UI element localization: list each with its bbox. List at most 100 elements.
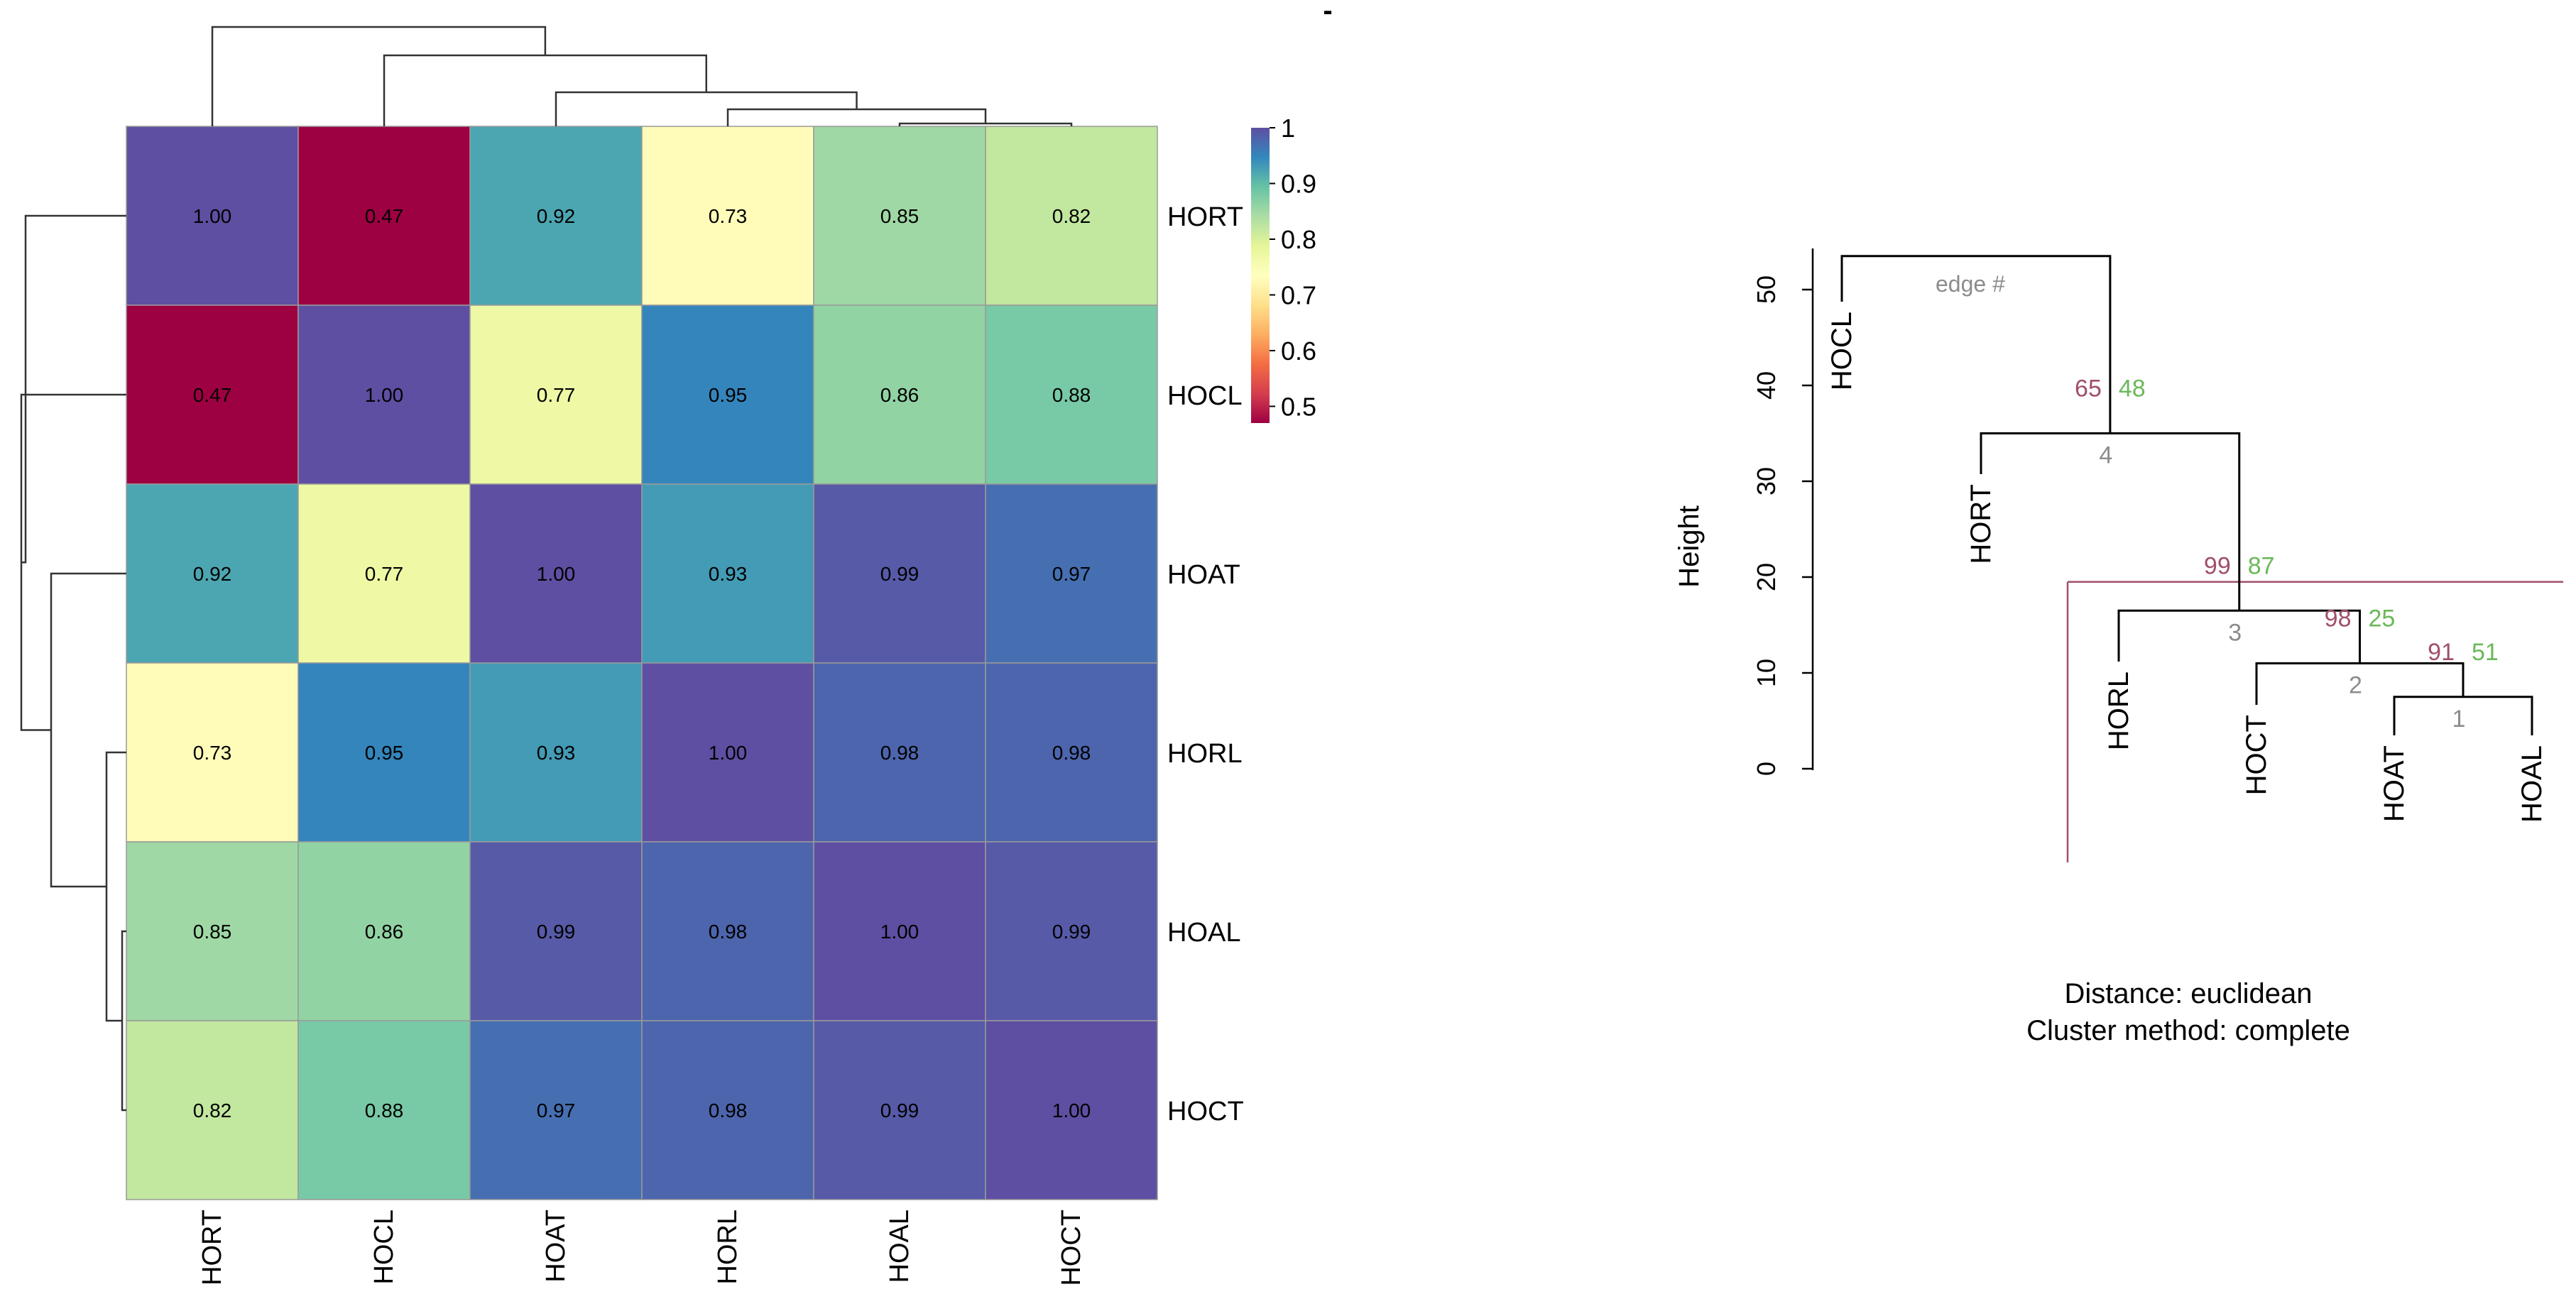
dendrogram-y-tick-label: 50 (1752, 275, 1781, 304)
heatmap-value-label: 0.86 (365, 921, 404, 943)
heatmap-panel: 1.00 0.47 0.92 0.73 0.85 0.82 0.47 1.00 0.77 0.95… (20, 0, 1333, 1286)
dendrogram-leaf-labels: HOCL HORT HORL HOCT HOAT HOAL (1826, 312, 2548, 823)
dendrogram-y-tick-label: 40 (1752, 371, 1781, 400)
heatmap-cell (641, 126, 814, 306)
bp-value-label: 51 (2472, 639, 2499, 666)
colorbar: 0.5 0.6 0.7 0.8 0.9 1 (1251, 114, 1316, 423)
colorbar-tick-label: 0.9 (1281, 169, 1316, 198)
dendrogram-leaf-label: HOCT (2241, 715, 2272, 795)
bp-value-label: 48 (2119, 375, 2146, 402)
heatmap-cell (985, 841, 1158, 1021)
heatmap-cell (298, 305, 471, 485)
heatmap-cell (298, 662, 471, 843)
heatmap-cell (126, 305, 299, 485)
dendrogram-leaf-label: HORL (2103, 671, 2134, 750)
heatmap-cell (813, 483, 986, 664)
heatmap-value-label: 0.86 (880, 384, 919, 406)
dendrogram-y-tick-label: 10 (1752, 659, 1781, 687)
dendrogram-annotations: 91 51 1 98 25 2 99 87 3 65 48 4 edge # (1936, 271, 2499, 733)
heatmap-row-labels: HORT HOCL HOAT HORL HOAL HOCT (1167, 202, 1244, 1126)
heatmap-value-label: 0.77 (365, 563, 404, 585)
heatmap-cell (298, 483, 471, 664)
dendrogram-leaf-label: HORT (1965, 484, 1997, 564)
dendrogram-leaf-label: HOAT (2379, 745, 2410, 822)
column-dendrogram-link (383, 54, 707, 126)
heatmap-value-label: 0.73 (709, 205, 748, 227)
heatmap-column-label: HOAL (885, 1210, 915, 1283)
heatmap-value-label: 0.99 (537, 921, 576, 943)
heatmap-value-labels: 1.00 0.47 0.92 0.73 0.85 0.82 0.47 1.00 0.77 0.95… (193, 205, 1091, 1122)
edge-number-label: 3 (2228, 619, 2242, 646)
heatmap-value-label: 0.98 (709, 921, 748, 943)
dendrogram-y-axis-label: Height (1674, 505, 1705, 588)
heatmap-value-label: 0.93 (709, 563, 748, 585)
edge-number-label: 2 (2349, 672, 2362, 699)
row-dendrogram-link (20, 393, 126, 731)
heatmap-cell (126, 126, 299, 306)
row-dendrogram (20, 214, 126, 1112)
heatmap-cell (298, 126, 471, 306)
heatmap-row-label: HOCT (1167, 1097, 1244, 1126)
heatmap-value-label: 0.88 (1052, 384, 1091, 406)
heatmap-value-label: 1.00 (1052, 1100, 1091, 1122)
heatmap-value-label: 0.77 (537, 384, 576, 406)
edge-number-label: 1 (2452, 706, 2466, 733)
heatmap-cell (641, 662, 814, 843)
heatmap-value-label: 0.85 (880, 205, 919, 227)
colorbar-tick-label: 0.7 (1281, 280, 1316, 309)
heatmap-cell (985, 126, 1158, 306)
heatmap-cell (298, 841, 471, 1021)
heatmap-value-label: 0.98 (1052, 742, 1091, 764)
dendrogram-leaf-label: HOAL (2516, 745, 2548, 823)
au-pvalue-label: 98 (2325, 605, 2352, 632)
au-pvalue-label: 65 (2075, 375, 2102, 402)
heatmap-cell (469, 483, 643, 664)
heatmap-cell (641, 1020, 814, 1200)
heatmap-value-label: 0.95 (709, 384, 748, 406)
heatmap-cell (126, 662, 299, 843)
heatmap-cell (641, 305, 814, 485)
heatmap-cell (126, 1020, 299, 1200)
heatmap-column-labels: HORT HOCL HOAT HORL HOAL HOCT (197, 1210, 1086, 1286)
heatmap-value-label: 0.47 (193, 384, 232, 406)
heatmap-column-label: HORT (197, 1210, 227, 1285)
cluster-cut-line-path (2066, 581, 2563, 862)
stray-mark: - (1323, 0, 1332, 26)
cluster-method-label: Cluster method: complete (2026, 1015, 2350, 1046)
bp-value-label: 25 (2369, 605, 2396, 632)
heatmap-value-label: 1.00 (537, 563, 576, 585)
bp-value-label: 87 (2248, 552, 2275, 579)
heatmap-column-label: HOCT (1057, 1210, 1086, 1286)
heatmap-value-label: 0.95 (365, 742, 404, 764)
dendrogram-link (1840, 255, 2112, 434)
column-dendrogram (211, 26, 1073, 126)
edge-number-label: 4 (2099, 442, 2112, 469)
distance-label: Distance: euclidean (2064, 978, 2312, 1009)
row-dendrogram-link (105, 751, 126, 1022)
heatmap-value-label: 1.00 (193, 205, 232, 227)
au-pvalue-label: 91 (2428, 639, 2455, 666)
heatmap-value-label: 0.99 (1052, 921, 1091, 943)
heatmap-column-label: HORL (713, 1210, 743, 1285)
heatmap-cell (641, 841, 814, 1021)
heatmap-row-label: HOCL (1167, 381, 1243, 411)
heatmap-cell (813, 1020, 986, 1200)
column-dendrogram-link (211, 26, 547, 126)
colorbar-tick-label: 0.6 (1281, 336, 1316, 366)
heatmap-value-label: 0.82 (193, 1100, 232, 1122)
heatmap-value-label: 1.00 (880, 921, 919, 943)
heatmap-cell (985, 305, 1158, 485)
colorbar-gradient (1251, 128, 1270, 423)
row-dendrogram-link (50, 572, 126, 888)
heatmap-row-label: HORT (1167, 202, 1243, 232)
colorbar-tick-label: 0.8 (1281, 225, 1316, 254)
colorbar-tick-label: 0.5 (1281, 392, 1316, 421)
cluster-cut-line (2066, 581, 2563, 862)
heatmap-cell (469, 841, 643, 1021)
heatmap-value-label: 0.73 (193, 742, 232, 764)
heatmap-value-label: 1.00 (709, 742, 748, 764)
row-dendrogram-link (21, 214, 126, 564)
edge-legend-label: edge # (1936, 271, 2005, 297)
